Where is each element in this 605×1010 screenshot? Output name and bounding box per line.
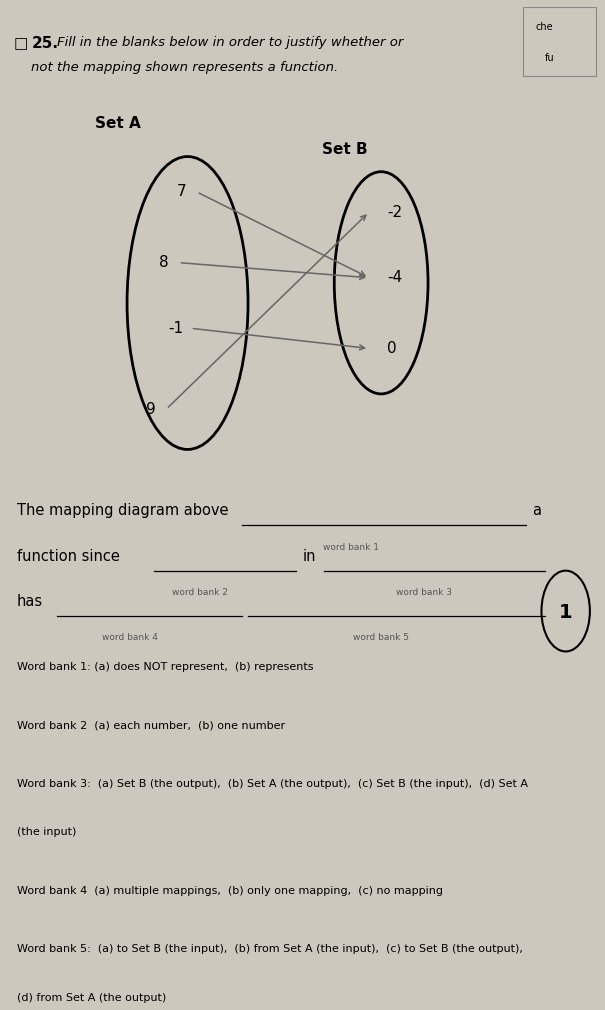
Text: The mapping diagram above: The mapping diagram above (17, 503, 229, 518)
Text: Set A: Set A (95, 116, 141, 131)
Text: Fill in the blanks below in order to justify whether or: Fill in the blanks below in order to jus… (57, 36, 404, 49)
Text: not the mapping shown represents a function.: not the mapping shown represents a funct… (31, 61, 339, 74)
Text: Word bank 2  (a) each number,  (b) one number: Word bank 2 (a) each number, (b) one num… (17, 720, 285, 730)
FancyBboxPatch shape (523, 7, 596, 76)
Text: (d) from Set A (the output): (d) from Set A (the output) (17, 993, 166, 1003)
Text: 8: 8 (159, 256, 168, 270)
Text: -4: -4 (387, 271, 402, 285)
Text: Word bank 4  (a) multiple mappings,  (b) only one mapping,  (c) no mapping: Word bank 4 (a) multiple mappings, (b) o… (17, 886, 443, 896)
Text: Word bank 1: (a) does NOT represent,  (b) represents: Word bank 1: (a) does NOT represent, (b)… (17, 662, 313, 672)
Text: 25.: 25. (31, 36, 59, 52)
Text: Word bank 5:  (a) to Set B (the input),  (b) from Set A (the input),  (c) to Set: Word bank 5: (a) to Set B (the input), (… (17, 944, 523, 954)
Text: 9: 9 (146, 402, 156, 416)
Text: -2: -2 (387, 205, 402, 219)
Text: fu: fu (544, 53, 554, 63)
Text: has: has (17, 594, 43, 609)
Text: word bank 4: word bank 4 (102, 633, 158, 642)
Text: word bank 3: word bank 3 (396, 588, 451, 597)
Text: word bank 5: word bank 5 (353, 633, 409, 642)
Text: (the input): (the input) (17, 827, 76, 837)
Text: Word bank 3:  (a) Set B (the output),  (b) Set A (the output),  (c) Set B (the i: Word bank 3: (a) Set B (the output), (b)… (17, 779, 528, 789)
Text: 1: 1 (559, 603, 572, 621)
Text: in: in (302, 548, 316, 564)
Text: □: □ (13, 36, 28, 52)
Text: 0: 0 (387, 341, 397, 356)
Text: che: che (535, 22, 553, 32)
Text: 7: 7 (177, 185, 186, 199)
Text: word bank 2: word bank 2 (172, 588, 227, 597)
Text: a: a (532, 503, 541, 518)
Text: function since: function since (17, 548, 120, 564)
Text: word bank 1: word bank 1 (323, 543, 379, 552)
Text: -1: -1 (168, 321, 183, 335)
Text: Set B: Set B (322, 141, 368, 157)
